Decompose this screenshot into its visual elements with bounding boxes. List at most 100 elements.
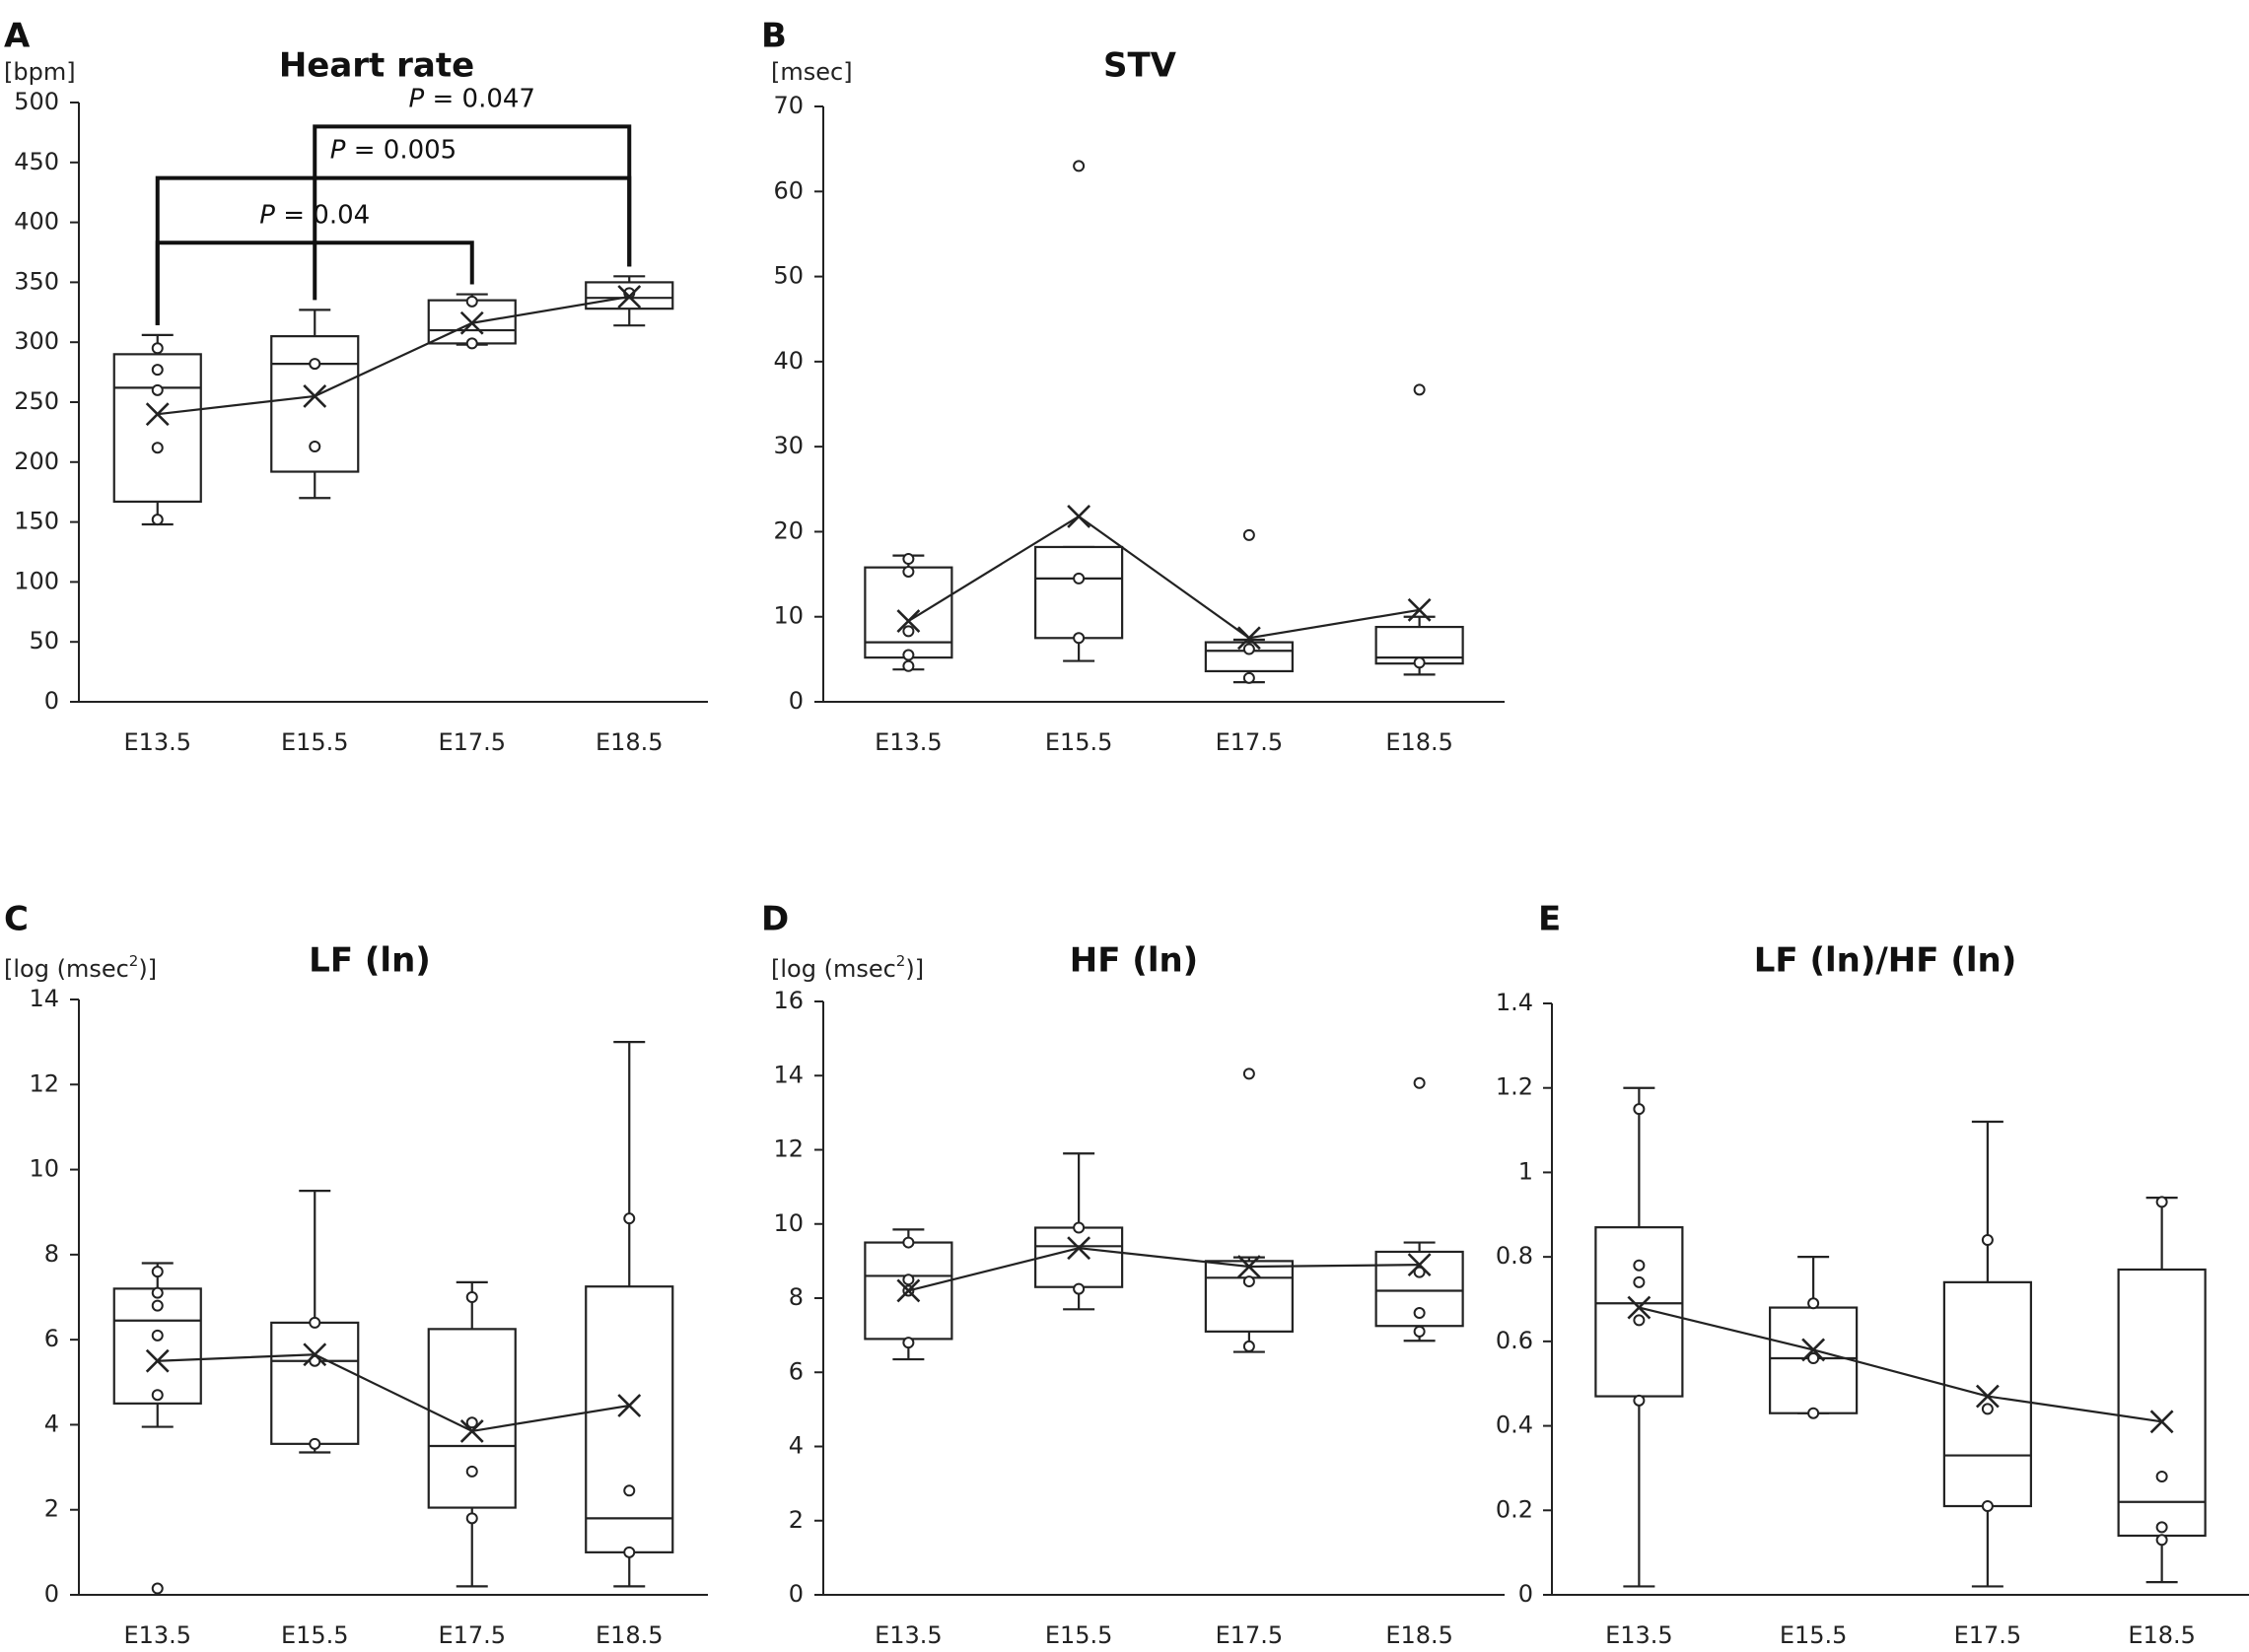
data-point [1242, 528, 1255, 541]
data-point [1633, 1259, 1646, 1272]
x-tick-label: E13.5 [123, 1621, 191, 1649]
x-tick-label: E13.5 [1605, 1621, 1673, 1649]
y-tick-label: 0.4 [1496, 1411, 1533, 1439]
panel-letter: E [1538, 900, 1561, 939]
data-point [902, 649, 915, 661]
box-E17.5 [427, 1280, 517, 1588]
data-point [151, 364, 164, 377]
data-point [623, 1212, 636, 1225]
data-point [309, 1316, 321, 1329]
panel-letter: D [761, 900, 789, 939]
data-point [1073, 572, 1086, 585]
data-point [1242, 1275, 1255, 1288]
x-tick-label: E18.5 [1385, 728, 1453, 756]
x-tick-label: E17.5 [438, 728, 506, 756]
box-E15.5 [1769, 1256, 1859, 1419]
data-point [1073, 1221, 1086, 1234]
data-point [465, 1416, 478, 1429]
iqr-box [1594, 1226, 1684, 1398]
x-tick-label: E18.5 [2128, 1621, 2196, 1649]
y-tick-label: 0.8 [1496, 1242, 1533, 1270]
x-tick-label: E17.5 [438, 1621, 506, 1649]
mean-marker [145, 402, 170, 427]
data-point [1633, 1314, 1646, 1327]
data-point [151, 514, 164, 526]
significance-bracket: P = 0.047 [313, 84, 632, 301]
mean-marker [459, 310, 484, 335]
chart-title: LF (ln) [309, 941, 431, 981]
x-tick-label: E13.5 [875, 728, 943, 756]
panel-D: D HF (ln) [log (msec2)] 0 2 4 6 8 10 12 14 16 E13.5 E… [761, 900, 1505, 1649]
panel-letter: C [4, 900, 29, 939]
x-tick-label: E15.5 [281, 1621, 349, 1649]
box-E13.5 [1594, 1086, 1684, 1588]
box-E15.5 [1034, 160, 1124, 662]
data-point [1073, 632, 1086, 645]
y-tick-label: 0 [789, 687, 804, 715]
data-point [1633, 1103, 1646, 1116]
data-point [1807, 1352, 1820, 1364]
iqr-box [112, 353, 202, 504]
y-tick-label: 10 [29, 1155, 59, 1183]
data-point [151, 1266, 164, 1278]
mean-marker [303, 1342, 327, 1367]
y-tick-label: 20 [773, 516, 804, 544]
mean-marker [896, 1278, 921, 1303]
data-point [151, 1329, 164, 1342]
p-value-label: P = 0.005 [330, 136, 457, 166]
mean-marker [1407, 597, 1432, 622]
data-point [151, 1582, 164, 1595]
box-E18.5 [1374, 1076, 1464, 1342]
data-point [151, 1389, 164, 1402]
y-tick-label: 4 [44, 1410, 59, 1437]
box-E17.5 [1942, 1120, 2032, 1588]
box-E15.5 [270, 1190, 360, 1454]
box-E13.5 [864, 553, 953, 672]
data-point [1413, 1307, 1426, 1320]
x-tick-label: E18.5 [1385, 1621, 1453, 1649]
y-tick-label: 250 [14, 387, 59, 415]
mean-trend-line [157, 295, 630, 416]
x-tick-label: E13.5 [875, 1621, 943, 1649]
data-point [623, 1484, 636, 1497]
iqr-box [1942, 1280, 2032, 1508]
data-point [151, 383, 164, 396]
x-tick-label: E17.5 [1954, 1621, 2022, 1649]
data-point [1981, 1403, 1994, 1415]
y-axis-unit: [log (msec2)] [4, 952, 157, 984]
data-point [2155, 1196, 2168, 1208]
x-tick-label: E15.5 [1045, 1621, 1113, 1649]
x-tick-label: E17.5 [1216, 728, 1284, 756]
data-point [1242, 671, 1255, 684]
mean-marker [617, 285, 642, 309]
data-point [1073, 1282, 1086, 1295]
panel-E: E LF (ln)/HF (ln) 0 0.2 0.4 0.6 0.8 1 1.2 1.4 E13.… [1496, 900, 2249, 1649]
mean-marker [1067, 1236, 1091, 1261]
data-point [902, 659, 915, 672]
mean-marker [459, 1418, 484, 1443]
y-tick-label: 4 [789, 1432, 804, 1460]
y-tick-label: 300 [14, 327, 59, 355]
data-point [1981, 1234, 1994, 1246]
box-E18.5 [1374, 383, 1464, 676]
mean-trend-line [157, 1353, 630, 1433]
y-tick-label: 10 [773, 602, 804, 630]
x-tick-label: E13.5 [123, 728, 191, 756]
y-axis-unit: [bpm] [4, 58, 76, 86]
data-point [1807, 1407, 1820, 1419]
panel-B: B STV [msec] 0 10 20 30 40 50 60 70 E13.5 E15.5 E17.5… [761, 17, 1505, 756]
data-point [1413, 1266, 1426, 1278]
chart-title: STV [1103, 46, 1177, 86]
data-point [1633, 1394, 1646, 1407]
data-point [309, 1437, 321, 1450]
data-point [902, 1337, 915, 1349]
x-tick-label: E18.5 [596, 728, 664, 756]
mean-marker [145, 1348, 170, 1373]
data-point [1633, 1275, 1646, 1288]
y-tick-label: 1.4 [1496, 989, 1533, 1016]
y-tick-label: 200 [14, 447, 59, 475]
y-tick-label: 50 [773, 262, 804, 290]
y-tick-label: 350 [14, 267, 59, 295]
mean-marker [2149, 1410, 2174, 1434]
y-tick-label: 8 [44, 1240, 59, 1268]
